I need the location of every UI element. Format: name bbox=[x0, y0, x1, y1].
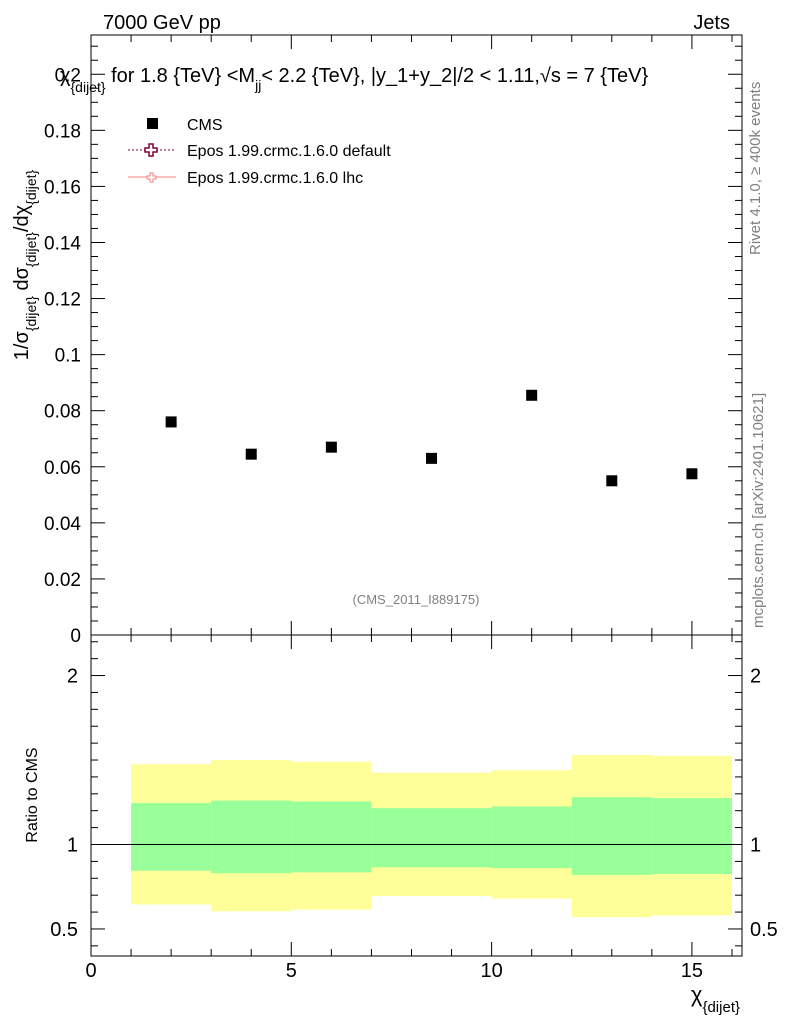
ratio-y-tick-label: 2 bbox=[67, 666, 78, 688]
legend-entry-cms: CMS bbox=[147, 117, 223, 134]
ratio-green-band bbox=[211, 800, 292, 874]
x-axis-label: χ{dijet} bbox=[691, 982, 740, 1016]
title-m-sub: jj bbox=[254, 77, 261, 93]
x-tick-label: 10 bbox=[480, 960, 502, 982]
cms-point bbox=[426, 452, 438, 464]
x-tick-label: 5 bbox=[286, 960, 297, 982]
main-y-tick-label: 0.12 bbox=[44, 290, 81, 311]
cms-point bbox=[245, 448, 257, 460]
cms-point bbox=[526, 389, 538, 401]
cms-data-points bbox=[165, 389, 698, 487]
ylabel-p2: dσ bbox=[11, 266, 33, 296]
title-text2: < 2.2 {TeV}, |y_1+y_2|/2 < 1.11, bbox=[261, 65, 540, 87]
ylabel-s2: {dijet} bbox=[23, 232, 39, 267]
ratio-green-band bbox=[131, 803, 212, 871]
legend-label-cms: CMS bbox=[187, 117, 223, 134]
xlabel-chi: χ bbox=[691, 982, 703, 1007]
main-ticks: 0 0.02 0.04 0.06 0.08 0.1 0.12 0.14 0.16 0.18 0.2 bbox=[44, 35, 742, 647]
ylabel-s1: {dijet} bbox=[23, 296, 39, 331]
chart-title: χ{dijet} for 1.8 {TeV} <Mjj< 2.2 {TeV}, … bbox=[60, 65, 648, 95]
cms-point bbox=[325, 441, 337, 453]
ratio-y-axis-label: Ratio to CMS bbox=[24, 747, 41, 842]
main-y-tick-label: 0.18 bbox=[44, 121, 81, 142]
cms-point bbox=[686, 468, 698, 480]
main-y-axis-label: 1/σ{dijet} dσ{dijet}/dχ{dijet} bbox=[11, 169, 39, 360]
main-y-tick-label: 0.2 bbox=[55, 65, 81, 86]
ratio-green-band bbox=[291, 801, 372, 873]
main-y-tick-label: 0.04 bbox=[44, 514, 81, 535]
legend-marker-small-cross bbox=[146, 172, 157, 183]
legend-label-epos-default: Epos 1.99.crmc.1.6.0 default bbox=[187, 143, 391, 160]
category-label: Jets bbox=[693, 12, 730, 34]
main-y-tick-label: 0.02 bbox=[44, 570, 81, 591]
title-chi: χ bbox=[60, 65, 71, 87]
ratio-y-tick-label-right: 0.5 bbox=[750, 919, 778, 941]
ratio-ticks: 0.5 0.5 1 1 2 2 0 5 10 15 bbox=[50, 635, 778, 982]
title-text1: for 1.8 {TeV} <M bbox=[106, 65, 256, 87]
ylabel-p1: 1/σ bbox=[11, 331, 33, 361]
ratio-frame bbox=[90, 634, 743, 957]
watermark: (CMS_2011_I889175) bbox=[353, 592, 480, 607]
legend: CMS Epos 1.99.crmc.1.6.0 default Epos 1.… bbox=[128, 117, 391, 187]
title-sqrt: √ bbox=[540, 65, 551, 87]
ratio-uncertainty-bands bbox=[131, 754, 732, 918]
main-y-tick-label: 0.06 bbox=[44, 458, 81, 479]
legend-marker-square bbox=[147, 118, 158, 129]
rivet-label: Rivet 4.1.0, ≥ 400k events bbox=[747, 82, 764, 255]
ratio-y-tick-label-right: 2 bbox=[750, 666, 761, 688]
x-tick-label: 15 bbox=[681, 960, 703, 982]
ratio-green-band bbox=[491, 806, 572, 869]
main-y-tick-label: 0.16 bbox=[44, 177, 81, 198]
x-tick-label: 0 bbox=[85, 960, 96, 982]
ratio-green-band bbox=[371, 808, 492, 868]
ratio-y-tick-label: 0.5 bbox=[50, 919, 78, 941]
ylabel-s3: {dijet} bbox=[23, 169, 39, 204]
cms-point bbox=[606, 475, 618, 487]
ratio-y-tick-label-right: 1 bbox=[750, 834, 761, 856]
ratio-green-band bbox=[651, 798, 732, 875]
ratio-green-band bbox=[571, 797, 652, 875]
ylabel-p3: /dχ bbox=[11, 204, 33, 232]
main-y-tick-label: 0.1 bbox=[55, 346, 81, 367]
legend-label-epos-lhc: Epos 1.99.crmc.1.6.0 lhc bbox=[187, 170, 363, 187]
main-panel: 00.020.040.060.080.10.120.140.160.180.2 … bbox=[11, 34, 743, 647]
legend-entry-epos-default: Epos 1.99.crmc.1.6.0 default bbox=[128, 143, 391, 160]
legend-marker-open-cross bbox=[144, 143, 158, 157]
main-y-tick-label: 0.14 bbox=[44, 233, 81, 254]
xlabel-sub: {dijet} bbox=[702, 999, 740, 1016]
energy-label: 7000 GeV pp bbox=[103, 12, 221, 34]
legend-entry-epos-lhc: Epos 1.99.crmc.1.6.0 lhc bbox=[128, 170, 363, 187]
title-chi-sub: {dijet} bbox=[71, 79, 106, 95]
title-text3: s = 7 {TeV} bbox=[551, 65, 649, 87]
mcplots-label: mcplots.cern.ch [arXiv:2401.10621] bbox=[750, 393, 767, 628]
main-y-tick-label: 0 bbox=[70, 626, 81, 647]
ratio-y-tick-label: 1 bbox=[67, 834, 78, 856]
main-y-tick-label: 0.08 bbox=[44, 402, 81, 423]
ratio-panel: 0.5 0.5 1 1 2 2 0 5 10 15 Ratio to CMS χ{dijet} bbox=[24, 634, 778, 1016]
cms-point bbox=[165, 416, 177, 428]
